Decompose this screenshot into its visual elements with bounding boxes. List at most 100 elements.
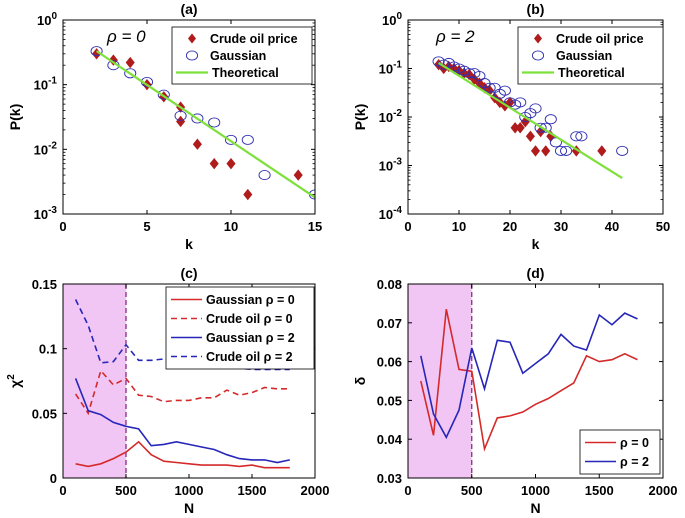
x-tick-label: 2000 [649, 483, 678, 498]
series-line-0 [75, 440, 290, 469]
gaussian-point [174, 110, 187, 121]
plot-area-b [432, 56, 629, 180]
gaussian-point [544, 114, 557, 125]
gaussian-point [90, 46, 103, 57]
shaded-region [408, 284, 472, 478]
crude-oil-point [515, 122, 525, 134]
x-tick-label: 50 [656, 219, 670, 234]
legend-label: Crude oil price [556, 32, 644, 46]
legend-marker [185, 50, 199, 61]
y-tick-label: 100 [37, 11, 57, 28]
y-tick-label: 0.05 [32, 406, 57, 421]
y-tick-label: 10-4 [379, 205, 403, 222]
x-tick-label: 1500 [238, 483, 267, 498]
legend-label: Gaussian [556, 49, 612, 63]
x-tick-label: 0 [404, 483, 411, 498]
crude-oil-point [226, 157, 236, 170]
y-axis-label: P(k) [352, 104, 368, 130]
legend-a: Crude oil price Gaussian Theoretical [171, 26, 313, 85]
x-tick-label: 20 [503, 219, 517, 234]
crude-oil-point [209, 157, 219, 170]
legend-d: ρ = 0 ρ = 2 [579, 429, 661, 475]
rho-annotation: ρ = 2 [435, 27, 475, 46]
x-tick-label: 1000 [521, 483, 550, 498]
y-tick-label: 0.05 [377, 393, 402, 408]
crude-oil-point [243, 188, 253, 201]
gaussian-point [124, 68, 137, 79]
crude-oil-point [125, 56, 135, 69]
x-axis-label: k [532, 236, 540, 252]
legend-b: Crude oil price Gaussian Theoretical [517, 26, 664, 85]
gaussian-point [157, 89, 170, 100]
x-tick-label: 0 [59, 483, 66, 498]
plot-area-a [90, 46, 315, 201]
legend-label: Crude oil ρ = 0 [206, 312, 293, 326]
panel-title: (a) [180, 1, 197, 17]
gaussian-point [514, 97, 527, 108]
gaussian-point [570, 131, 583, 142]
legend-marker [188, 33, 196, 44]
x-tick-label: 30 [554, 219, 568, 234]
x-tick-label: 500 [461, 483, 483, 498]
panel-title: (c) [180, 265, 197, 281]
panel-title: (b) [527, 1, 545, 17]
x-axis-label: N [184, 500, 194, 516]
gaussian-point [208, 117, 221, 128]
panel-a: 0 5 10 15 100 10-1 10-2 10-3 (a) k P(k) ρ = 0 Crude … [7, 1, 322, 252]
gaussian-point [498, 85, 511, 96]
rho-annotation: ρ = 0 [106, 27, 146, 46]
series-line-2 [74, 378, 290, 464]
gaussian-point [534, 122, 547, 133]
crude-oil-point [541, 145, 551, 157]
x-axis-label: k [185, 236, 193, 252]
legend-c: Gaussian ρ = 0 Crude oil ρ = 0 Gaussian ρ … [165, 286, 315, 370]
x-tick-label: 1000 [175, 483, 204, 498]
y-tick-label: 0.08 [377, 277, 402, 292]
gaussian-point [560, 145, 573, 156]
y-tick-label: 0.15 [32, 277, 57, 292]
gaussian-point [258, 170, 271, 181]
gaussian-point [191, 113, 204, 124]
gaussian-point [483, 82, 496, 93]
legend-label: Gaussian ρ = 2 [206, 331, 295, 345]
x-tick-label: 15 [308, 219, 322, 234]
y-tick-label: 10-3 [379, 157, 403, 174]
series-line-0 [420, 309, 638, 452]
x-tick-label: 1500 [585, 483, 614, 498]
legend-label: Crude oil ρ = 2 [206, 350, 293, 364]
gaussian-point [224, 134, 238, 145]
crude-oil-point [525, 130, 535, 142]
panel-title: (d) [527, 265, 545, 281]
crude-oil-point [293, 169, 303, 181]
gaussian-point [529, 103, 542, 114]
panel-d: 0 500 1000 1500 2000 0.03 0.04 0.05 0.06 0.07 0.08… [352, 265, 677, 516]
legend-marker [534, 33, 542, 44]
crude-oil-point [530, 145, 541, 157]
x-tick-label: 5 [143, 219, 150, 234]
gaussian-point [554, 145, 568, 156]
series-line-1 [74, 369, 290, 416]
y-tick-label: 0.04 [377, 432, 403, 447]
crude-oil-point [176, 115, 186, 128]
y-tick-label: 0.03 [377, 471, 402, 486]
plot-area-d [408, 284, 638, 478]
legend-label: ρ = 0 [620, 436, 649, 450]
x-tick-label: 0 [404, 219, 411, 234]
x-tick-label: 10 [452, 219, 466, 234]
panel-c: 0 500 1000 1500 2000 0 0.05 0.1 0.15 (c) Nχ2 Gaussi… [6, 265, 329, 516]
y-tick-label: 10-2 [379, 108, 403, 125]
legend-label: Gaussian ρ = 0 [206, 293, 295, 307]
legend-box [579, 429, 661, 475]
gaussian-point [616, 145, 629, 156]
x-tick-label: 0 [59, 219, 66, 234]
y-axis-label: χ2 [6, 374, 23, 388]
x-tick-label: 500 [115, 483, 137, 498]
y-tick-label: 0.07 [377, 316, 402, 331]
y-axis-label: P(k) [7, 104, 23, 130]
crude-oil-point [192, 138, 202, 150]
plot-area-c [63, 284, 290, 478]
legend-marker [531, 50, 545, 61]
y-tick-label: 0 [50, 471, 57, 486]
x-tick-label: 10 [224, 219, 238, 234]
y-tick-label: 0.06 [377, 355, 402, 370]
